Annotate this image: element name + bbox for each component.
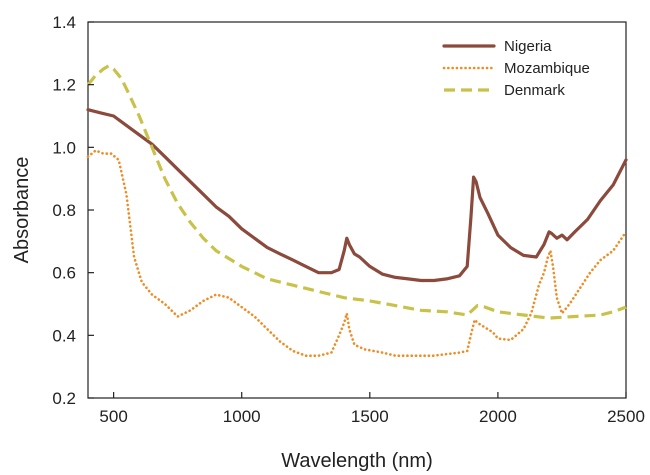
y-axis-title: Absorbance [11,157,33,264]
x-axis-title: Wavelength (nm) [281,450,433,472]
legend-label-denmark: Denmark [504,82,565,99]
series-layer [86,64,628,358]
y-tick-label: 0.8 [52,201,76,220]
y-tick-label: 0.2 [52,389,76,408]
series-line-mozambique [86,149,628,358]
y-tick-label: 0.6 [52,264,76,283]
x-tick-label: 2000 [479,407,517,426]
legend-label-nigeria: Nigeria [504,38,552,55]
x-tick-label: 500 [99,407,127,426]
series-line-denmark [86,64,627,320]
plot-frame [87,21,627,399]
x-tick-label: 1500 [351,407,389,426]
y-axis-ticks: 0.2 0.4 0.6 0.8 1.0 1.2 1.4 [52,13,94,408]
y-tick-label: 1.2 [52,76,76,95]
y-tick-label: 0.4 [52,326,76,345]
y-tick-label: 1.4 [52,13,76,32]
legend-label-mozambique: Mozambique [504,60,590,77]
x-tick-label: 2500 [607,407,645,426]
legend: Nigeria Mozambique Denmark [442,38,590,99]
plot-area [87,21,627,399]
y-tick-label: 1.0 [52,138,76,157]
x-tick-label: 1000 [223,407,261,426]
series-line-nigeria [86,108,628,283]
x-axis-ticks: 500 1000 1500 2000 2500 [99,392,645,426]
